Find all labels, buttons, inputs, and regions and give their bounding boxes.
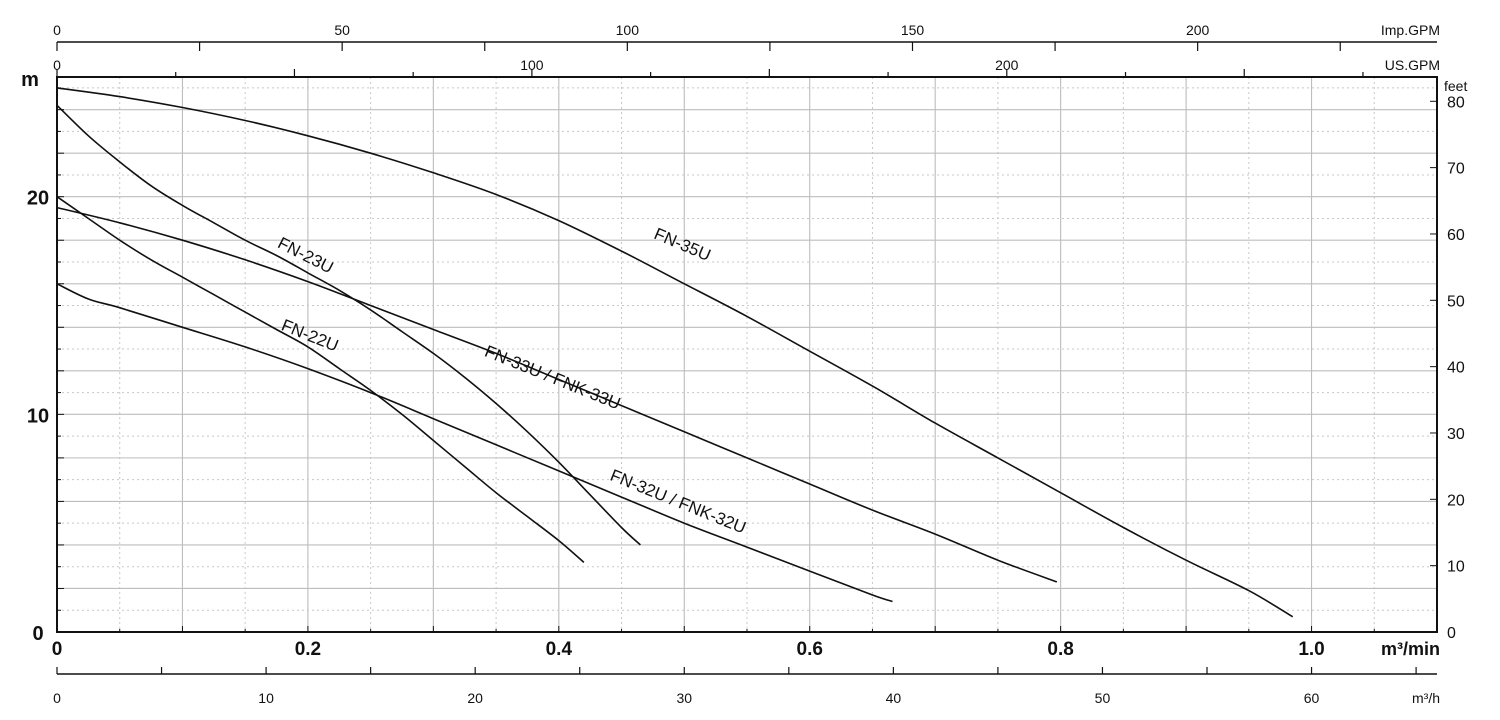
feet-tick-label: 40 <box>1447 360 1465 377</box>
feet-axis-label: feet <box>1444 78 1467 94</box>
m3h-tick-label: 0 <box>53 690 61 706</box>
y-tick-label: 10 <box>27 405 49 427</box>
y-tick-label: 20 <box>27 188 49 210</box>
feet-tick-label: 0 <box>1447 625 1456 642</box>
x-tick-label: 0.4 <box>546 639 573 660</box>
curve-fn-32u-fnk-32u <box>56 283 893 603</box>
feet-tick-label: 30 <box>1447 426 1465 443</box>
m3h-tick-label: 60 <box>1304 690 1320 706</box>
us-gpm-axis-label: US.GPM <box>1385 57 1440 73</box>
us-gpm-tick-label: 200 <box>995 57 1019 73</box>
feet-tick-label: 10 <box>1447 559 1465 576</box>
feet-tick-label: 70 <box>1447 161 1465 178</box>
curve-label-fn-35u: FN-35U <box>651 224 713 265</box>
imp-gpm-tick-label: 100 <box>616 22 640 38</box>
y-tick-label: 0 <box>32 623 43 645</box>
feet-tick-label: 80 <box>1447 94 1465 111</box>
imp-gpm-axis-label: Imp.GPM <box>1381 22 1440 38</box>
m3h-tick-label: 30 <box>676 690 692 706</box>
imp-gpm-tick-label: 50 <box>334 22 350 38</box>
performance-curves <box>56 87 1294 618</box>
x-unit-label: m³/min <box>1381 639 1440 659</box>
imp-gpm-tick-label: 0 <box>53 22 61 38</box>
x-tick-label: 0 <box>52 639 63 660</box>
us-gpm-tick-label: 0 <box>53 57 61 73</box>
m3h-axis-label: m³/h <box>1412 690 1440 706</box>
curve-fn-35u <box>56 87 1294 618</box>
m3h-tick-label: 20 <box>467 690 483 706</box>
us-gpm-tick-label: 100 <box>520 57 544 73</box>
curve-fn-33u-fnk-33u <box>56 206 1058 583</box>
feet-tick-label: 50 <box>1447 293 1465 310</box>
curve-fn-23u <box>56 104 641 546</box>
grid <box>57 77 1437 632</box>
imp-gpm-tick-label: 200 <box>1186 22 1210 38</box>
curve-label-fn-33u-fnk-33u: FN-33U / FNK-33U <box>482 342 623 414</box>
imp-gpm-tick-label: 150 <box>901 22 925 38</box>
curve-fn-22u <box>56 196 585 564</box>
m3h-tick-label: 50 <box>1095 690 1111 706</box>
x-tick-label: 0.8 <box>1047 639 1073 660</box>
x-tick-label: 0.2 <box>295 639 321 660</box>
m3h-tick-label: 40 <box>886 690 902 706</box>
x-tick-label: 1.0 <box>1298 639 1324 660</box>
feet-tick-label: 60 <box>1447 227 1465 244</box>
x-tick-label: 0.6 <box>797 639 823 660</box>
y-unit-label: m <box>21 69 39 91</box>
m3h-tick-label: 10 <box>258 690 274 706</box>
feet-tick-label: 20 <box>1447 492 1465 509</box>
